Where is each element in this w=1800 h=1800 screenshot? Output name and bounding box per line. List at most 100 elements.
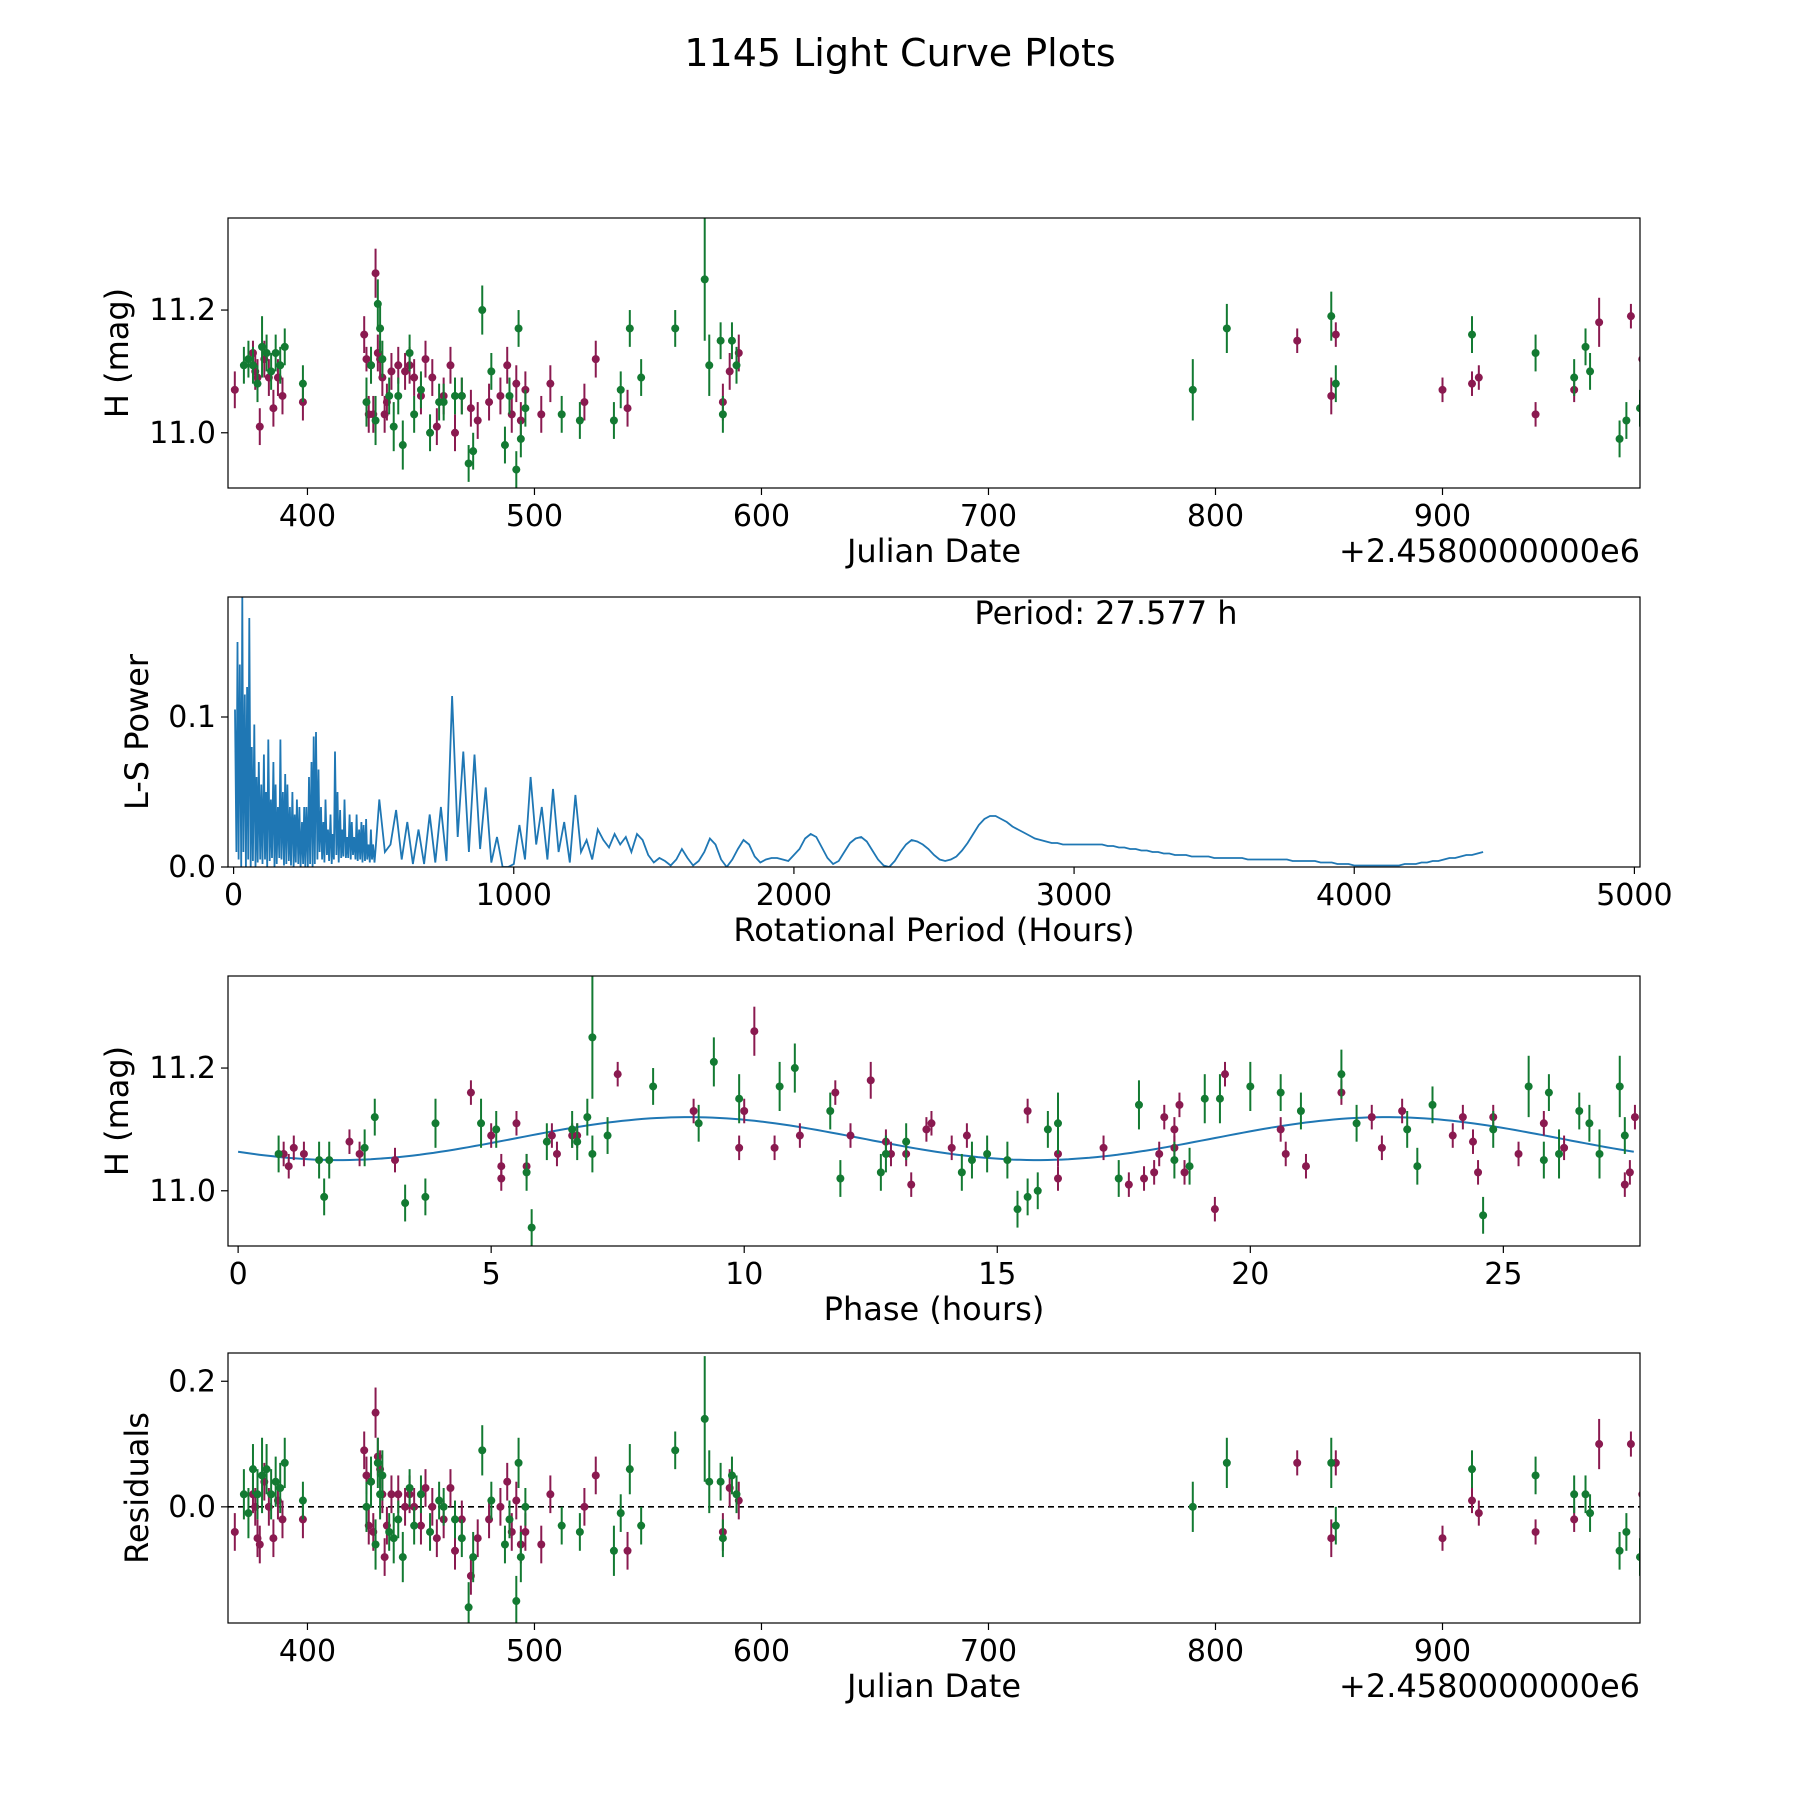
phased-green-point: [370, 1098, 379, 1136]
residuals-green-marker: [253, 1490, 262, 1499]
lightcurve-green-marker: [557, 410, 566, 419]
lightcurve-green-marker: [625, 324, 634, 333]
phased-green-marker: [1043, 1125, 1052, 1134]
residuals-green-point: [625, 1444, 634, 1495]
lightcurve-magenta-point: [410, 359, 419, 396]
lightcurve-axes-frame: [227, 217, 1641, 489]
lightcurve-green-marker: [376, 324, 385, 333]
residuals-green-marker: [248, 1465, 257, 1474]
residuals-green-marker: [280, 1458, 289, 1467]
lightcurve-green-marker: [1615, 434, 1624, 443]
phased-magenta-point: [1630, 1104, 1639, 1130]
residuals-green-point: [1636, 1538, 1640, 1576]
phased-green-point: [1053, 1092, 1062, 1154]
residuals-green-marker: [258, 1471, 267, 1480]
phased-magenta-marker: [1448, 1131, 1457, 1140]
lightcurve-green-marker: [1622, 416, 1631, 425]
periodogram-marks: [234, 597, 1484, 867]
residuals-magenta-marker: [1438, 1534, 1447, 1543]
residuals-green-marker: [1586, 1509, 1595, 1518]
lightcurve-magenta-marker: [580, 398, 589, 407]
lightcurve-green-point: [262, 334, 271, 372]
lightcurve-green-marker: [389, 422, 398, 431]
residuals-green-point: [271, 1456, 280, 1507]
residuals-green-point: [557, 1506, 566, 1545]
phased-magenta-marker: [770, 1143, 779, 1152]
residuals-green-marker: [616, 1509, 625, 1518]
phased-green-marker: [360, 1143, 369, 1152]
phased-magenta-point: [299, 1141, 308, 1167]
lightcurve-green-point: [410, 395, 419, 433]
phased-green-point: [1489, 1111, 1498, 1148]
residuals-magenta-point: [1595, 1418, 1604, 1470]
residuals-green-marker: [267, 1490, 276, 1499]
phased-magenta-marker: [391, 1156, 400, 1165]
residuals-green-marker: [469, 1553, 478, 1562]
lightcurve-green-point: [371, 395, 380, 446]
residuals-ytick-label: 0.2: [168, 1364, 216, 1399]
lightcurve-green-point: [276, 346, 285, 384]
lightcurve-magenta-point: [269, 389, 278, 427]
phased-green-marker: [320, 1192, 329, 1201]
phased-magenta-point: [284, 1153, 293, 1179]
residuals-magenta-point: [360, 1431, 369, 1470]
phased-magenta-marker: [1458, 1113, 1467, 1122]
phased-magenta-marker: [1620, 1180, 1629, 1189]
phased-green-point: [583, 1098, 592, 1136]
phased-green-point: [588, 976, 597, 1099]
residuals-green-point: [575, 1513, 584, 1551]
phased-magenta-marker: [1398, 1107, 1407, 1115]
phased-green-marker: [1595, 1149, 1604, 1158]
lightcurve-green-marker: [410, 410, 419, 419]
lightcurve-marks: [230, 218, 1640, 488]
residuals-magenta-marker: [473, 1534, 482, 1543]
phased-magenta-point: [613, 1061, 622, 1087]
residuals-magenta-point: [230, 1513, 239, 1551]
lightcurve-magenta-marker: [371, 269, 380, 278]
residuals-green-marker: [557, 1521, 566, 1530]
phased-green-point: [1033, 1172, 1042, 1210]
phased-green-point: [325, 1141, 334, 1179]
phased-green-point: [826, 1092, 835, 1130]
phased-green-point: [320, 1178, 329, 1216]
lightcurve-magenta-point: [1293, 328, 1302, 353]
residuals-magenta-point: [1474, 1500, 1483, 1526]
residuals-magenta-point: [546, 1475, 555, 1514]
residuals-green-point: [371, 1519, 380, 1570]
phased-magenta-point: [740, 1098, 749, 1124]
residuals-green-point: [705, 1450, 714, 1514]
lightcurve-magenta-marker: [1293, 336, 1302, 345]
phased-magenta-point: [927, 1111, 936, 1136]
residuals-green-point: [394, 1500, 403, 1539]
phased-ytick-label: 11.0: [149, 1174, 216, 1209]
phased-magenta-marker: [1150, 1168, 1159, 1177]
residuals-green-marker: [371, 1540, 380, 1549]
residuals-green-point: [514, 1437, 523, 1488]
residuals-xtick-label: 500: [506, 1634, 563, 1669]
phased-green-point: [694, 1104, 703, 1142]
lightcurve-xtick-label: 800: [1187, 499, 1244, 534]
residuals-green-marker: [362, 1502, 371, 1511]
phased-green-marker: [274, 1149, 283, 1158]
residuals-magenta-point: [371, 1387, 380, 1438]
residuals-ytick-label: 0.0: [168, 1490, 216, 1525]
phased-magenta-marker: [947, 1143, 956, 1152]
residuals-green-marker: [1188, 1502, 1197, 1511]
lightcurve-green-marker: [718, 410, 727, 419]
residuals-green-marker: [505, 1515, 514, 1524]
phased-ytick-label: 11.2: [149, 1051, 216, 1086]
residuals-xtick-label: 400: [279, 1634, 336, 1669]
residuals-green-point: [727, 1456, 736, 1495]
lightcurve-green-marker: [1222, 324, 1231, 333]
lightcurve-green-marker: [512, 465, 521, 474]
lightcurve-magenta-marker: [230, 385, 239, 394]
lightcurve-magenta-point: [421, 340, 430, 378]
residuals-xlabel: Julian Date: [845, 1667, 1021, 1705]
residuals-green-marker: [1468, 1465, 1477, 1474]
residuals-green-point: [298, 1481, 307, 1520]
phased-magenta-marker: [1630, 1113, 1639, 1122]
residuals-green-marker: [718, 1534, 727, 1543]
residuals-green-marker: [500, 1540, 509, 1549]
phased-magenta-point: [1560, 1135, 1569, 1161]
lightcurve-magenta-point: [451, 414, 460, 452]
